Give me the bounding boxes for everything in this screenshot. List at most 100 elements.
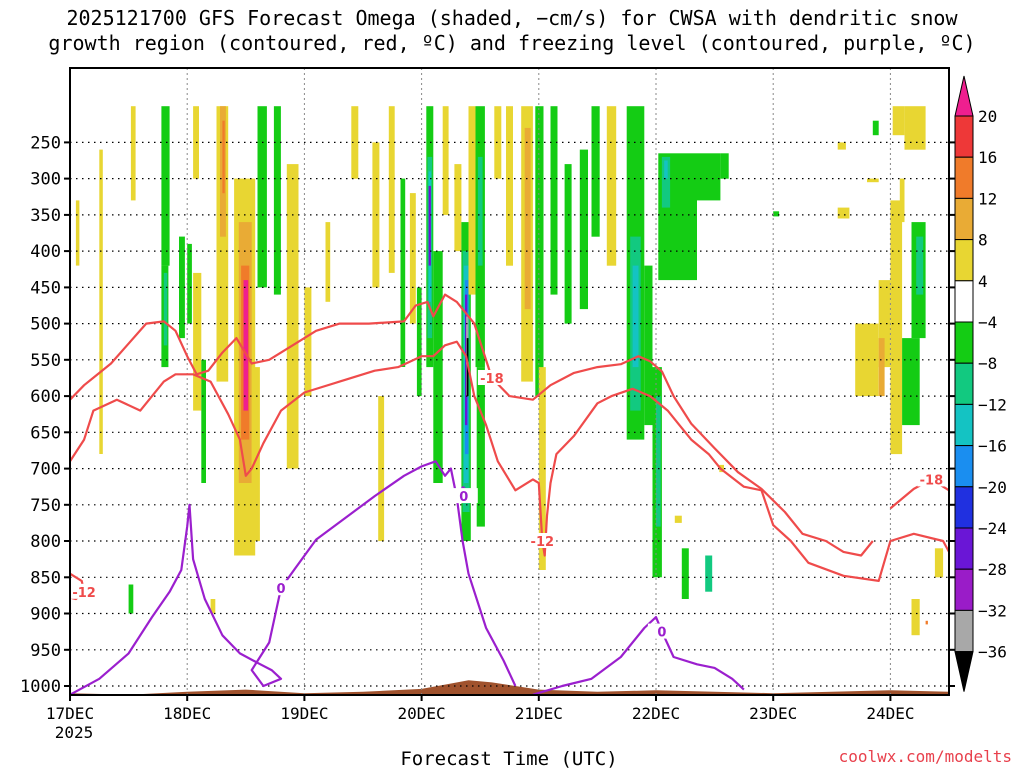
omega-cell — [837, 207, 850, 219]
colorbar-label: −8 — [978, 354, 997, 373]
omega-cell — [878, 338, 885, 397]
colorbar-label: −16 — [978, 437, 1007, 456]
dgz-contour-label: -18 — [480, 372, 504, 387]
freezing-level-contour — [70, 460, 517, 695]
omega-cell — [257, 106, 267, 288]
colorbar-label: −20 — [978, 478, 1007, 497]
x-tick-label: 19DEC — [280, 704, 328, 723]
omega-cell — [867, 178, 879, 183]
omega-cell — [664, 160, 668, 179]
omega-cell — [538, 367, 546, 570]
omega-cell — [705, 555, 713, 592]
omega-cell — [161, 106, 170, 266]
dgz-contour-label: -18 — [920, 473, 944, 488]
omega-cell — [855, 323, 879, 397]
y-tick-label: 600 — [30, 387, 61, 407]
colorbar-swatch — [954, 321, 974, 364]
omega-cell — [468, 106, 476, 295]
freezing-level-contour-label-bg — [449, 488, 478, 504]
colorbar-label: −32 — [978, 601, 1007, 620]
omega-cell — [216, 106, 229, 382]
x-tick-label: 24DEC — [866, 704, 914, 723]
omega-cell — [193, 272, 202, 411]
omega-cell — [934, 548, 944, 578]
omega-cell — [378, 396, 385, 542]
colorbar-label: −12 — [978, 395, 1007, 414]
omega-cell — [99, 149, 103, 454]
dgz-contour-label-bg — [917, 471, 946, 487]
dgz-contour — [70, 340, 949, 582]
omega-cell — [773, 211, 780, 217]
y-tick-label: 500 — [30, 315, 61, 335]
omega-cell — [872, 120, 879, 136]
freezing-level-contour-label-bg — [267, 580, 295, 596]
omega-cell — [75, 200, 80, 266]
y-tick-label: 1000 — [20, 677, 61, 697]
freezing-level-contour — [532, 616, 745, 695]
freezing-level-contour-label-bg — [647, 623, 676, 639]
omega-cell — [899, 178, 905, 223]
x-tick-label: 20DEC — [398, 704, 446, 723]
omega-cell — [286, 164, 299, 469]
colorbar-swatch — [954, 403, 974, 447]
y-tick-label: 900 — [30, 605, 61, 625]
omega-cell — [890, 200, 903, 455]
y-tick-label: 650 — [30, 423, 61, 443]
colorbar-swatch — [954, 527, 974, 570]
omega-cell — [433, 251, 443, 483]
plot-frame — [69, 67, 950, 696]
omega-cell — [251, 367, 260, 542]
omega-cell — [476, 367, 485, 527]
freezing-level-contour-label: 0 — [276, 582, 285, 597]
omega-cell — [904, 106, 926, 150]
omega-cell — [201, 359, 206, 483]
colorbar-label: 4 — [978, 272, 988, 291]
y-tick-label: 800 — [30, 532, 61, 552]
chart-title-line-2: growth region (contoured, red, ºC) and f… — [48, 31, 976, 55]
omega-cell — [416, 287, 422, 397]
x-tick-label: 22DEC — [632, 704, 680, 723]
colorbar-swatch — [954, 486, 974, 529]
omega-cell — [304, 287, 312, 397]
dgz-contour-label-bg — [70, 583, 99, 599]
colorbar-label: 20 — [978, 107, 997, 126]
y-tick-label: 550 — [30, 351, 61, 371]
x-tick-label: 17DEC — [46, 704, 94, 723]
omega-cell — [911, 599, 920, 636]
omega-cell — [524, 127, 531, 310]
dgz-contour-label: -12 — [531, 535, 555, 550]
chart-title-line-1: 2025121700 GFS Forecast Omega (shaded, −… — [66, 6, 958, 30]
y-tick-label: 250 — [30, 133, 61, 153]
y-tick-label: 400 — [30, 242, 61, 262]
y-tick-label: 850 — [30, 568, 61, 588]
freezing-level-contour-label: 0 — [459, 490, 468, 505]
omega-cell — [388, 106, 395, 273]
freezing-level-contour-label: 0 — [657, 626, 666, 641]
omega-cell — [591, 106, 600, 237]
colorbar-label: 16 — [978, 148, 997, 167]
omega-cell — [916, 236, 924, 295]
omega-cell — [477, 156, 483, 266]
colorbar-swatch — [954, 239, 974, 282]
omega-cell — [697, 153, 721, 201]
colorbar-label: −24 — [978, 519, 1007, 538]
omega-cell — [644, 265, 653, 426]
omega-cell — [925, 620, 928, 625]
dgz-contour-label-bg — [477, 370, 506, 385]
dgz-contour-label-bg — [528, 533, 557, 548]
omega-cell — [550, 106, 558, 295]
omega-cell — [372, 142, 380, 288]
colorbar-swatch — [954, 609, 974, 653]
y-tick-label: 350 — [30, 206, 61, 226]
colorbar-swatch — [954, 445, 974, 488]
colorbar-label: 12 — [978, 189, 997, 208]
omega-cell — [428, 185, 431, 266]
dgz-contour — [70, 293, 874, 557]
x-tick-label: 23DEC — [749, 704, 797, 723]
colorbar-label: −36 — [978, 643, 1007, 662]
omega-cell — [681, 548, 689, 599]
omega-cell — [409, 193, 416, 324]
omega-cell — [837, 142, 846, 150]
omega-cell — [400, 178, 406, 367]
